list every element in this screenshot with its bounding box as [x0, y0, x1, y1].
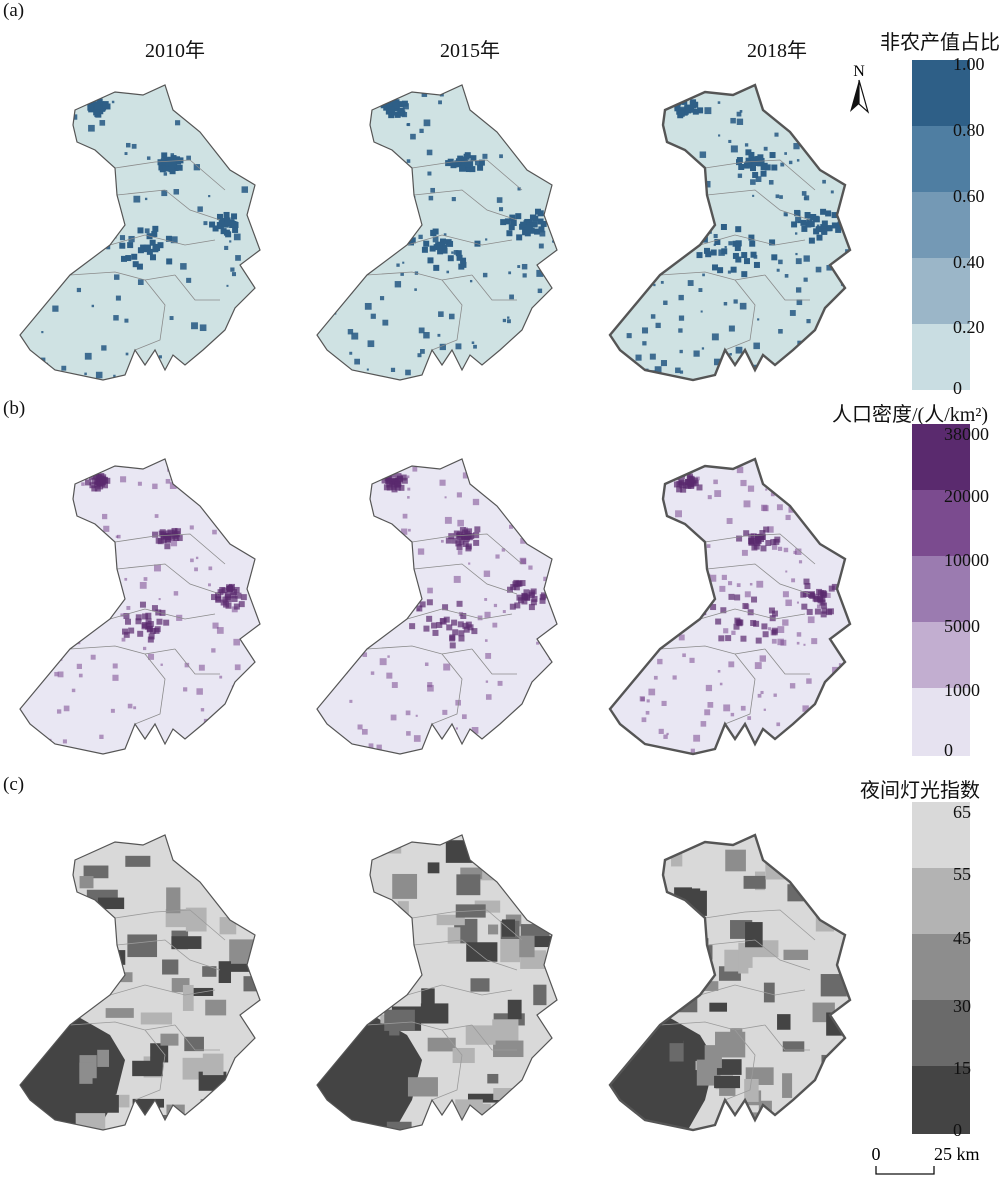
legend-swatch: [912, 126, 970, 192]
legend-swatch: [912, 868, 970, 934]
legend-swatch: [912, 1066, 970, 1134]
map-panel: [316, 458, 558, 755]
legend-bar-nonagri: [912, 60, 970, 390]
legend-tick: 0: [953, 1120, 962, 1140]
legend-swatch: [912, 556, 970, 622]
legend-swatch: [912, 934, 970, 1000]
legend-swatch: [912, 424, 970, 490]
legend-tick: 5000: [944, 616, 980, 636]
map-panel: [608, 83, 852, 382]
legend-tick: 38000: [944, 424, 989, 444]
panel-label-a: (a): [3, 0, 25, 21]
year-label-2015: 2015年: [440, 40, 500, 62]
legend-tick: 45: [953, 928, 971, 948]
legend-tick: 0.60: [953, 186, 985, 206]
legend-swatch: [912, 60, 970, 126]
map-panel: [608, 833, 852, 1132]
legend-tick: 1.00: [953, 54, 985, 74]
legend-bar-nightlight: [912, 802, 970, 1134]
map-panel: [608, 457, 852, 756]
legend-swatch: [912, 192, 970, 258]
north-arrow-label: N: [853, 63, 865, 80]
scale-bar: 0 25 km: [872, 1144, 980, 1175]
legend-tick: 0: [953, 378, 962, 398]
legend-tick: 0: [944, 740, 953, 760]
maps-grid: [19, 83, 852, 1132]
legend-tick: 15: [953, 1058, 971, 1078]
year-label-2018: 2018年: [747, 40, 807, 62]
legend-tick: 20000: [944, 486, 989, 506]
legend-title-nightlight: 夜间灯光指数: [860, 780, 980, 802]
legend-tick: 65: [953, 802, 971, 822]
year-label-2010: 2010年: [145, 40, 205, 62]
map-panel: [19, 84, 261, 381]
panel-label-c: (c): [3, 774, 25, 795]
legend-tick: 0.20: [953, 317, 985, 337]
map-panel: [316, 834, 558, 1131]
map-panel: [19, 458, 261, 755]
north-arrow-icon: N: [850, 63, 870, 114]
legend-title-nonagri: 非农产值占比: [880, 32, 1000, 54]
legend-tick: 0.80: [953, 120, 985, 140]
map-panel: [316, 84, 558, 381]
legend-tick: 55: [953, 864, 971, 884]
map-panel: [19, 834, 261, 1131]
panel-label-b: (b): [3, 398, 26, 419]
legend-swatch: [912, 490, 970, 556]
legend-swatch: [912, 622, 970, 688]
legend-swatch: [912, 688, 970, 756]
legend-swatch: [912, 324, 970, 390]
legend-swatch: [912, 258, 970, 324]
legend-tick: 10000: [944, 550, 989, 570]
scale-bar-end: 25 km: [934, 1144, 980, 1164]
legend-tick: 1000: [944, 680, 980, 700]
legend-tick: 30: [953, 996, 971, 1016]
legend-swatch: [912, 802, 970, 868]
legend-swatch: [912, 1000, 970, 1066]
legend-bar-population: [912, 424, 970, 756]
legend-title-population: 人口密度/(人/km²): [832, 404, 988, 426]
legend-tick: 0.40: [953, 252, 985, 272]
scale-bar-start: 0: [872, 1144, 881, 1164]
